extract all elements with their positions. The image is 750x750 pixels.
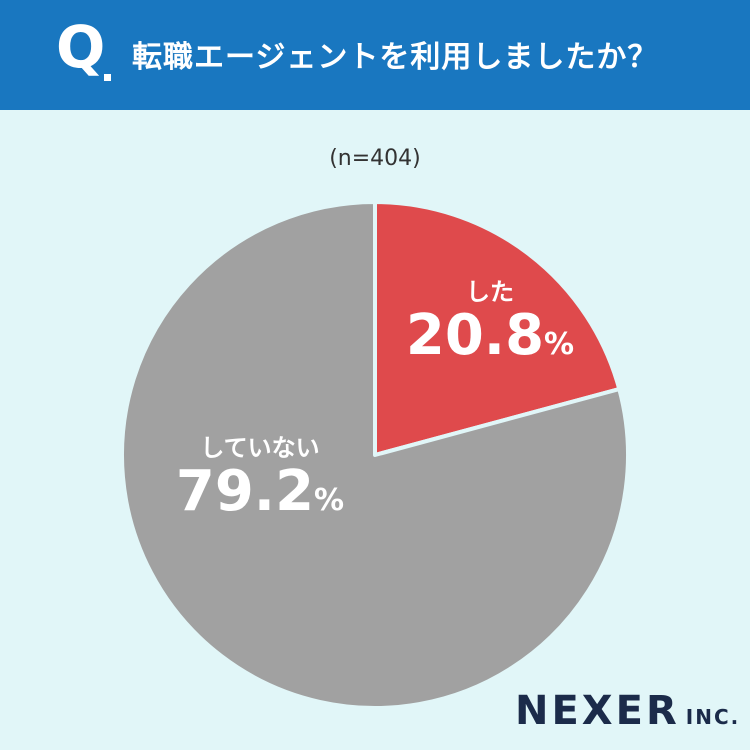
logo-main: NEXER bbox=[515, 688, 680, 734]
company-logo: NEXER INC. bbox=[515, 688, 740, 734]
pie-slice-no bbox=[120, 200, 630, 710]
slice-category-no: していない bbox=[200, 434, 320, 462]
slice-value-no: 79.2 bbox=[175, 459, 315, 524]
slice-unit-no: % bbox=[314, 483, 345, 518]
question-title: 転職エージェントを利用しましたか？ bbox=[132, 40, 659, 75]
logo-suffix: INC. bbox=[685, 705, 741, 729]
question-header: Q 転職エージェントを利用しましたか？ bbox=[0, 0, 750, 110]
slice-value-yes: 20.8 bbox=[405, 303, 545, 368]
pie-slice-yes bbox=[373, 200, 622, 457]
sample-size: (n=404) bbox=[329, 146, 421, 171]
slice-label-yes: した 20.8% bbox=[390, 272, 590, 366]
q-dot bbox=[104, 74, 111, 81]
slice-label-no: していない 79.2% bbox=[160, 428, 360, 522]
slice-category-yes: した bbox=[466, 278, 514, 306]
slice-unit-yes: % bbox=[544, 327, 575, 362]
q-mark: Q bbox=[56, 13, 106, 81]
